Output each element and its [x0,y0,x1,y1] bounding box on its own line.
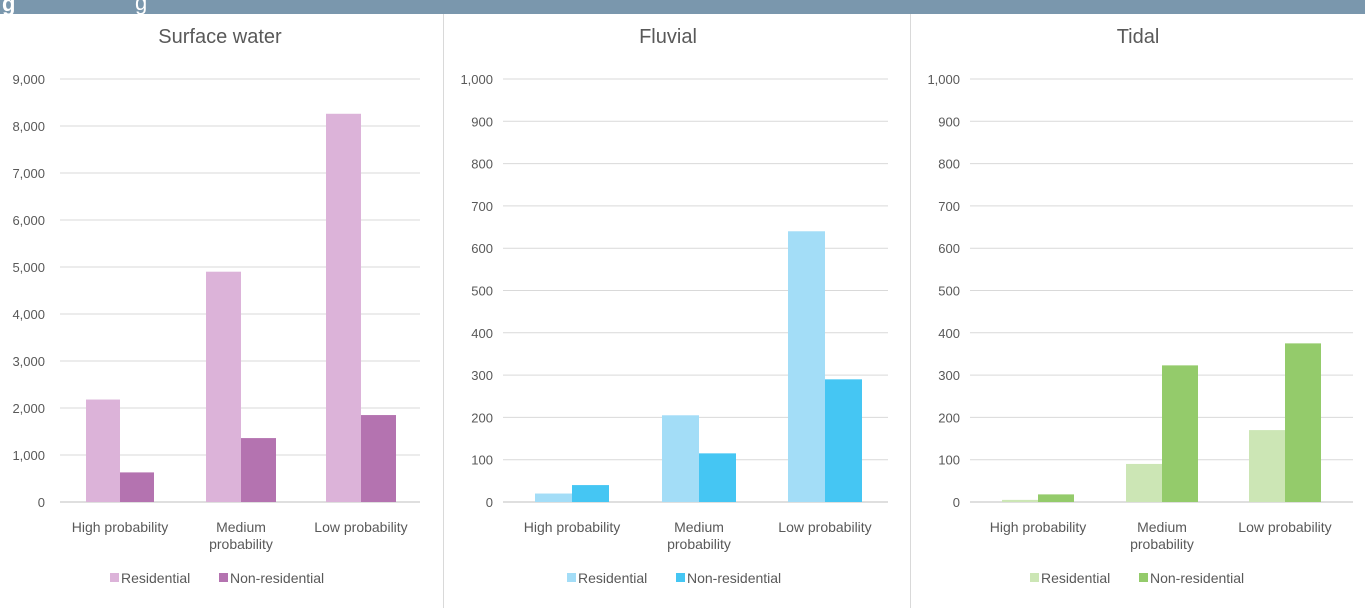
y-tick-label: 600 [938,241,960,256]
legend-label: Non-residential [1150,570,1244,586]
x-category-label: Medium probability [209,519,273,552]
bar-residential [326,113,361,502]
bar-residential [1126,463,1162,502]
bar-non-residential [572,485,609,502]
legend-label: Residential [1041,570,1110,586]
x-category-label: High probability [524,519,621,535]
y-tick-label: 4,000 [12,307,45,322]
legend-swatch [676,573,685,582]
y-tick-label: 500 [938,284,960,299]
x-category-label: Low probability [1238,519,1331,535]
panel-divider [443,14,444,608]
y-tick-label: 200 [471,410,493,425]
legend-label: Residential [578,570,647,586]
x-category-label: Medium probability [1130,519,1194,552]
x-category-label: Low probability [314,519,407,535]
legend-swatch [1030,573,1039,582]
header-glyph: g [2,0,16,14]
bar-non-residential [699,453,736,502]
legend-swatch [219,573,228,582]
x-category-label: High probability [72,519,169,535]
bar-residential [662,415,699,502]
chart-title: Fluvial [639,26,697,48]
x-category-label: High probability [990,519,1087,535]
chart-title: Surface water [158,26,282,48]
bar-non-residential [241,438,276,502]
y-tick-label: 700 [471,199,493,214]
bar-residential [86,399,120,502]
y-tick-label: 600 [471,241,493,256]
bar-residential [1002,499,1038,502]
y-tick-label: 1,000 [12,448,45,463]
y-tick-label: 300 [938,368,960,383]
legend-label: Non-residential [687,570,781,586]
bar-residential [206,271,241,502]
y-tick-label: 8,000 [12,119,45,134]
bar-non-residential [120,472,154,502]
bar-non-residential [361,415,396,502]
header-text: g [135,0,148,14]
bar-non-residential [1038,494,1074,502]
x-category-label: Low probability [778,519,871,535]
y-tick-label: 700 [938,199,960,214]
y-tick-label: 0 [953,495,960,510]
y-tick-label: 400 [471,326,493,341]
legend-swatch [1139,573,1148,582]
y-tick-label: 100 [938,453,960,468]
bar-non-residential [825,379,862,502]
legend-swatch [567,573,576,582]
bar-residential [1249,430,1285,502]
legend-label: Non-residential [230,570,324,586]
x-category-label: Medium probability [667,519,731,552]
y-tick-label: 1,000 [927,72,960,87]
legend-label: Residential [121,570,190,586]
y-tick-label: 500 [471,284,493,299]
y-tick-label: 800 [471,157,493,172]
bar-non-residential [1285,343,1321,502]
chart-title: Tidal [1117,26,1160,48]
y-tick-label: 100 [471,453,493,468]
y-tick-label: 900 [938,114,960,129]
legend-swatch [110,573,119,582]
y-tick-label: 0 [486,495,493,510]
y-tick-label: 900 [471,114,493,129]
y-tick-label: 2,000 [12,401,45,416]
panel-divider [910,14,911,608]
bar-residential [788,231,825,502]
y-tick-label: 6,000 [12,213,45,228]
y-tick-label: 9,000 [12,72,45,87]
bar-non-residential [1162,365,1198,502]
y-tick-label: 3,000 [12,354,45,369]
y-tick-label: 0 [38,495,45,510]
y-tick-label: 400 [938,326,960,341]
y-tick-label: 200 [938,410,960,425]
bar-residential [535,493,572,502]
y-tick-label: 7,000 [12,166,45,181]
y-tick-label: 800 [938,157,960,172]
y-tick-label: 5,000 [12,260,45,275]
header-bar: g g [0,0,1365,14]
y-tick-label: 300 [471,368,493,383]
y-tick-label: 1,000 [460,72,493,87]
